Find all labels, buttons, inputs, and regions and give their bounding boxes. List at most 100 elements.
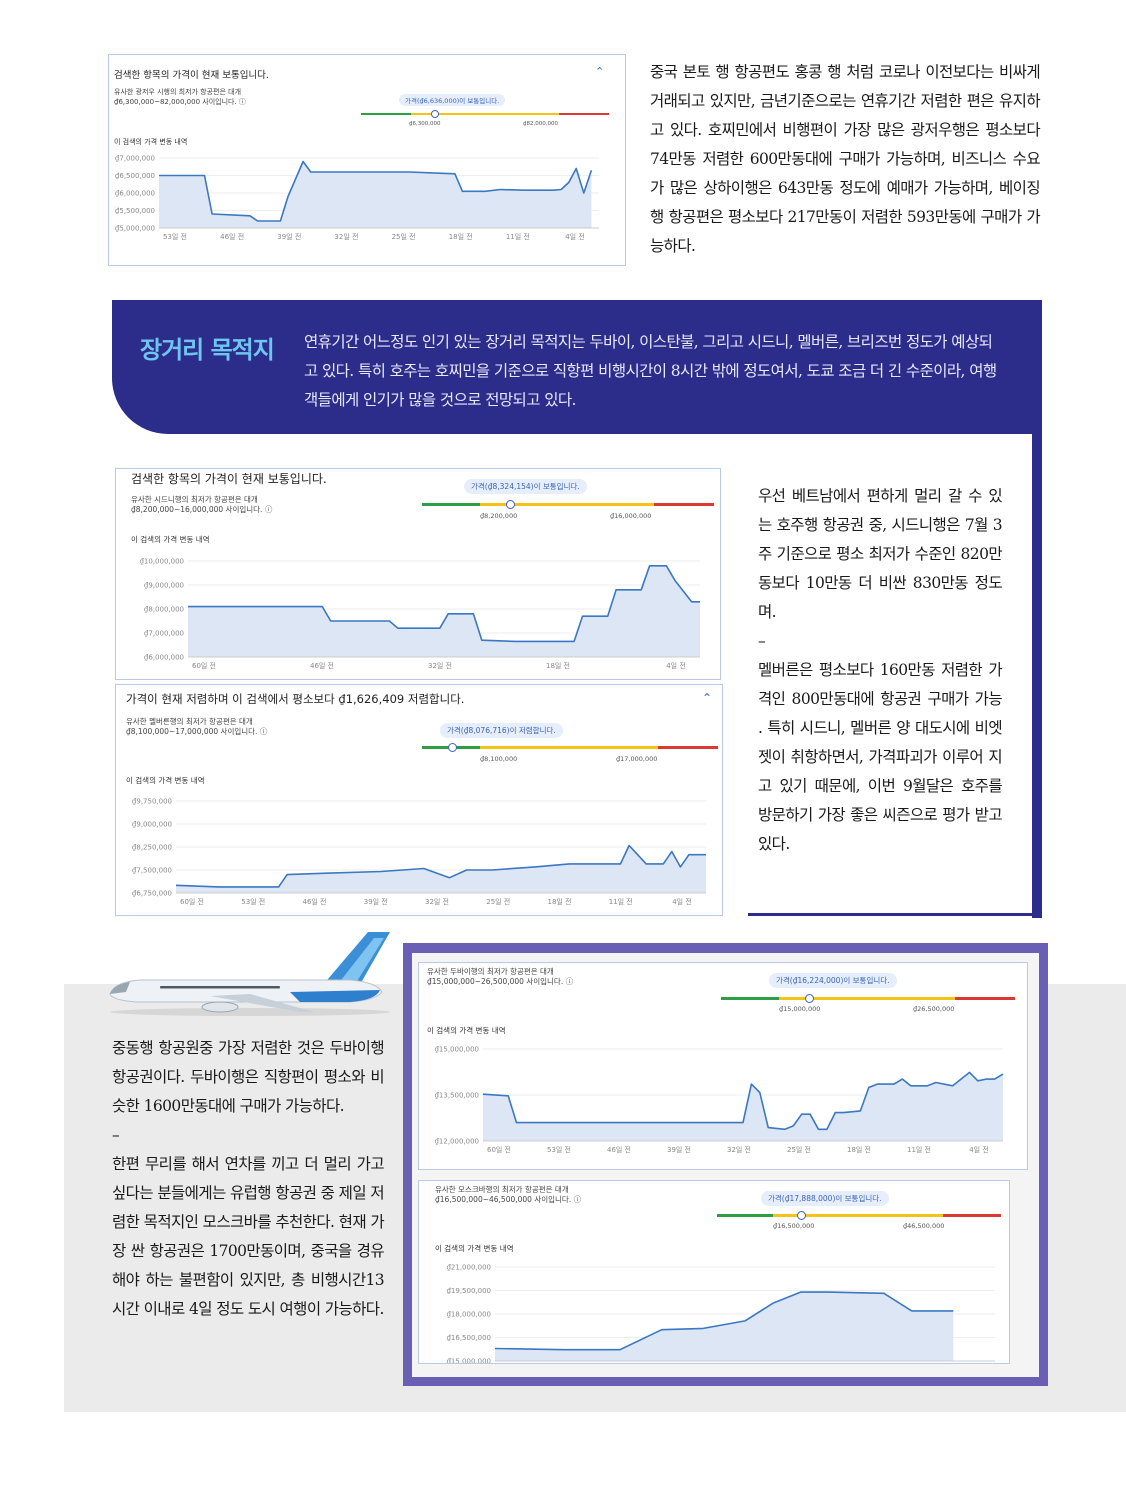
chart-svg-sydney: ₫10,000,000 ₫9,000,000 ₫8,000,000 ₫7,000,00… <box>139 558 700 670</box>
x-tick-label: 25일 전 <box>486 897 510 906</box>
x-tick-label: 32일 전 <box>727 1145 751 1154</box>
x-tick-label: 4일 전 <box>672 897 692 906</box>
gauge-low: ₫8,200,000 <box>480 512 518 520</box>
chart-svg-dubai: ₫15,000,000 ₫13,500,000 ₫12,000,000 60일 전 53… <box>434 1046 1004 1154</box>
gauge-red <box>955 997 1015 1000</box>
x-tick-label: 46일 전 <box>302 897 326 906</box>
dubai-paragraph: 중동행 항공원중 가장 저렴한 것은 두바이행 항공권이다. 두바이행은 직항편… <box>112 1039 385 1115</box>
chart-header: 검색한 항목의 가격이 현재 보통입니다. <box>114 70 269 81</box>
gauge-green <box>717 1214 773 1217</box>
moscow-paragraph: 한편 무리를 해서 연차를 끼고 더 멀리 가고 싶다는 분들에게는 유럽행 항… <box>112 1155 385 1318</box>
x-tick-label: 18일 전 <box>546 661 570 670</box>
gauge-low: ₫6,300,000 <box>409 121 441 127</box>
history-label: 이 검색의 가격 변동 내역 <box>114 138 188 146</box>
y-tick-label: ₫15,000,000 <box>446 1358 491 1364</box>
price-line <box>494 1291 954 1351</box>
x-tick-label: 25일 전 <box>787 1145 811 1154</box>
x-tick-label: 32일 전 <box>334 232 358 241</box>
chart-card-china: 검색한 항목의 가격이 현재 보통입니다. ⌃ 유사한 광저우 시행의 최저가 … <box>108 54 626 266</box>
price-gauge <box>361 110 609 118</box>
price-area <box>495 1292 954 1361</box>
info-circle-icon[interactable]: ⓘ <box>573 1195 582 1204</box>
x-tick-label: 53일 전 <box>163 232 187 241</box>
y-tick-label: ₫8,250,000 <box>132 844 172 852</box>
x-tick-label: 4일 전 <box>666 661 686 670</box>
y-tick-label: ₫18,000,000 <box>446 1311 491 1319</box>
gauge-low: ₫15,000,000 <box>779 1005 821 1013</box>
price-gauge <box>422 743 718 752</box>
x-tick-label: 32일 전 <box>428 661 452 670</box>
dash-separator: – <box>112 1126 120 1144</box>
chart-desc: 유사한 두바이행의 최저가 항공편은 대개 ₫15,000,000~26,500… <box>427 967 574 986</box>
x-tick-label: 32일 전 <box>425 897 449 906</box>
chart-header: 가격이 현재 저렴하며 이 검색에서 평소보다 ₫1,626,409 저렴합니다… <box>126 692 465 706</box>
history-label: 이 검색의 가격 변동 내역 <box>131 535 210 544</box>
chart-desc: 유사한 시드니행의 최저가 항공편은 대개 ₫8,200,000~16,000,… <box>131 495 273 514</box>
y-tick-label: ₫12,000,000 <box>434 1138 479 1146</box>
gauge-red <box>654 503 714 506</box>
chevron-up-icon[interactable]: ⌃ <box>702 691 713 705</box>
info-circle-icon[interactable]: ⓘ <box>238 98 246 106</box>
x-tick-label: 53일 전 <box>241 897 265 906</box>
y-tick-label: ₫8,000,000 <box>144 606 184 614</box>
banner-title: 장거리 목적지 <box>140 335 275 364</box>
price-line <box>482 1071 1004 1131</box>
chart-svg-china: ₫7,000,000 ₫6,500,000 ₫6,000,000 ₫5,500,000… <box>115 155 599 241</box>
chart-card-dubai: 유사한 두바이행의 최저가 항공편은 대개 ₫15,000,000~26,500… <box>418 962 1028 1170</box>
x-tick-label: 60일 전 <box>192 661 216 670</box>
y-tick-label: ₫13,500,000 <box>434 1092 479 1100</box>
x-tick-label: 39일 전 <box>364 897 388 906</box>
gauge-high: ₫46,500,000 <box>903 1222 945 1230</box>
chevron-up-icon[interactable]: ⌃ <box>595 65 605 78</box>
gauge-low: ₫8,100,000 <box>480 755 518 763</box>
airplane-illustration <box>109 932 390 1016</box>
gauge-yellow <box>773 1214 943 1217</box>
gauge-yellow <box>411 113 559 115</box>
y-tick-label: ₫6,000,000 <box>115 190 155 198</box>
intro-paragraph: 중국 본토 행 항공편도 홍콩 행 처럼 코로나 이전보다는 비싸게 거래되고 … <box>650 63 1041 255</box>
info-circle-icon[interactable]: ⓘ <box>565 977 574 986</box>
y-tick-label: ₫21,000,000 <box>446 1264 491 1272</box>
chart-header: 검색한 항목의 가격이 현재 보통입니다. <box>131 472 327 486</box>
long-haul-banner <box>112 300 1042 434</box>
gauge-high: ₫16,000,000 <box>610 512 652 520</box>
gauge-high: ₫17,000,000 <box>616 755 658 763</box>
chart-desc: 유사한 모스크바행의 최저가 항공편은 대개 ₫16,500,000~46,50… <box>435 1185 582 1204</box>
history-label: 이 검색의 가격 변동 내역 <box>435 1244 514 1253</box>
y-tick-label: ₫19,500,000 <box>446 1287 491 1295</box>
history-label: 이 검색의 가격 변동 내역 <box>427 1026 506 1035</box>
y-tick-label: ₫6,500,000 <box>115 172 155 180</box>
gauge-yellow <box>480 503 654 506</box>
y-tick-label: ₫6,000,000 <box>144 654 184 662</box>
price-area <box>483 1072 1003 1141</box>
chart-card-sydney: 검색한 항목의 가격이 현재 보통입니다. 유사한 시드니행의 최저가 항공편은… <box>115 468 721 680</box>
y-tick-label: ₫5,000,000 <box>115 225 155 233</box>
price-pill: 가격(₫8,076,716)이 저렴합니다. <box>440 723 563 738</box>
info-circle-icon[interactable]: ⓘ <box>264 505 273 514</box>
price-area <box>159 161 592 228</box>
chart-svg-moscow: ₫21,000,000 ₫19,500,000 ₫18,000,000 ₫16,500… <box>446 1264 995 1364</box>
price-area <box>176 845 706 893</box>
plane-windows <box>160 986 280 989</box>
info-circle-icon[interactable]: ⓘ <box>259 727 268 736</box>
gauge-high: ₫82,000,000 <box>523 121 558 127</box>
plane-wing <box>210 994 314 1012</box>
price-pill: 가격(₫16,224,000)이 보통입니다. <box>769 973 897 988</box>
australia-bottom-border <box>748 913 1042 916</box>
chart-desc: 유사한 멜버른행의 최저가 항공편은 대개 ₫8,100,000~17,000,… <box>126 717 268 736</box>
price-gauge <box>721 994 1015 1003</box>
gauge-marker <box>448 743 457 752</box>
x-tick-label: 4일 전 <box>565 232 585 241</box>
y-tick-label: ₫7,000,000 <box>115 155 155 163</box>
plane-tail-stripe <box>338 938 384 986</box>
y-tick-label: ₫5,500,000 <box>115 207 155 215</box>
banner-text: 연휴기간 어느정도 인기 있는 장거리 목적지는 두바이, 이스탄불, 그리고 … <box>304 333 997 409</box>
gauge-yellow <box>480 746 658 749</box>
chart-card-melbourne: 가격이 현재 저렴하며 이 검색에서 평소보다 ₫1,626,409 저렴합니다… <box>115 684 723 916</box>
x-tick-label: 18일 전 <box>449 232 473 241</box>
gauge-marker <box>805 994 814 1003</box>
price-area <box>188 565 700 657</box>
price-gauge <box>422 500 714 509</box>
price-line <box>188 565 700 643</box>
gauge-red <box>943 1214 1001 1217</box>
